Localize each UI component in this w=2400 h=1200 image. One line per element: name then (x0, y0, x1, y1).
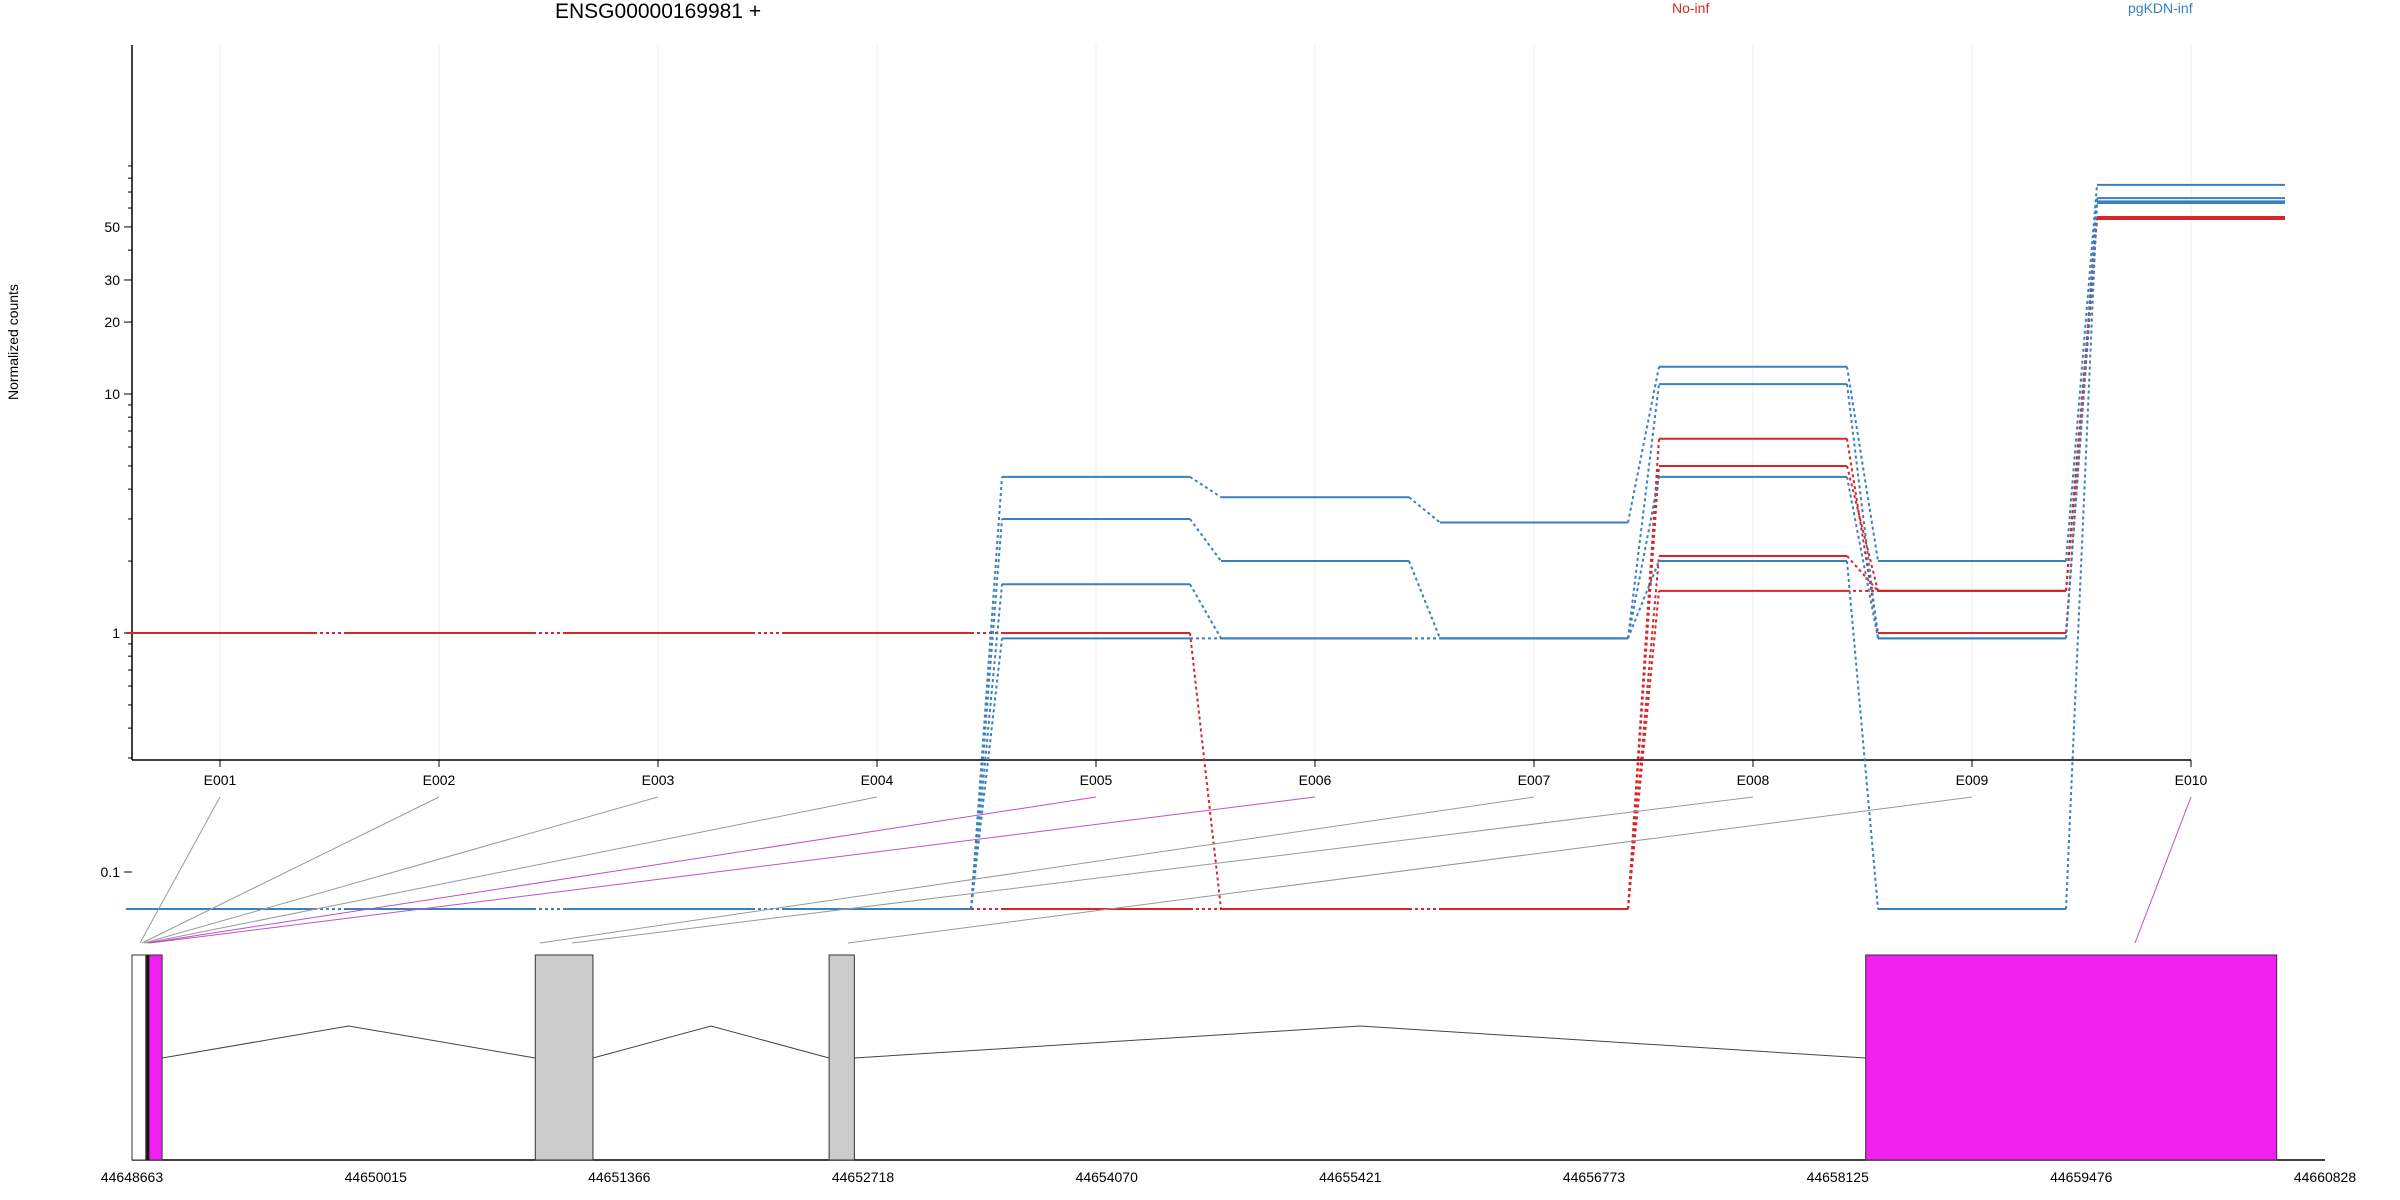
series-connector (2065, 201, 2098, 639)
axes: 0.1 1 10 20 30 50 E001 E002 E003 E004 E005 E006 E007… (101, 45, 2208, 880)
chart-title: ENSG00000169981 + (555, 0, 762, 23)
x-tick-label-e009: E009 (1956, 772, 1989, 788)
coordinate-label: 44648663 (101, 1169, 164, 1185)
x-tick-label-e006: E006 (1299, 772, 1332, 788)
series-connector (1189, 476, 1222, 499)
series-connector (1846, 560, 1879, 910)
exon-box (534, 954, 594, 1161)
link-e009 (847, 796, 1973, 944)
series-connector (1846, 476, 1879, 639)
series-connector (1627, 366, 1660, 523)
series-connector (1189, 583, 1222, 639)
link-e003 (143, 796, 659, 944)
series-connector (1627, 560, 1660, 639)
link-e005 (147, 796, 1097, 944)
series-lines (126, 183, 2285, 911)
y-tick-label: 0.1 (101, 864, 121, 880)
link-e008 (571, 796, 1754, 944)
y-tick-label: 10 (104, 386, 120, 402)
x-tick-label-e010: E010 (2175, 772, 2208, 788)
coordinate-label: 44651366 (588, 1169, 651, 1185)
series-connector (1189, 632, 1222, 910)
series-connector (1627, 555, 1660, 910)
y-tick-label: 30 (104, 272, 120, 288)
x-tick-label-e001: E001 (204, 772, 237, 788)
intron (162, 1025, 536, 1059)
y-tick-label: 50 (104, 219, 120, 235)
series-line-1 (126, 216, 2285, 911)
series-line-8 (126, 201, 2285, 911)
coordinate-label: 44660828 (2294, 1169, 2357, 1185)
link-e006 (149, 796, 1316, 944)
grid (219, 45, 2192, 760)
series-line-7 (126, 200, 2285, 911)
series-connector (1627, 465, 1660, 910)
link-e004 (145, 796, 878, 944)
link-e007 (539, 796, 1535, 944)
series-line-6 (126, 197, 2285, 911)
exon-box (1865, 954, 2278, 1161)
series-connector (1846, 555, 1879, 592)
x-tick-label-e008: E008 (1737, 772, 1770, 788)
series-connector (1627, 590, 1660, 910)
series-line-2 (126, 217, 2285, 911)
exon-box (828, 954, 855, 1161)
series-line-3 (126, 217, 2285, 911)
x-tick-label-e004: E004 (861, 772, 894, 788)
link-e010 (2134, 796, 2192, 944)
coordinate-label: 44656773 (1563, 1169, 1626, 1185)
series-connector (970, 476, 1003, 910)
series-connector (970, 518, 1003, 910)
series-connector (970, 584, 1003, 910)
series-connector (2065, 184, 2098, 562)
y-tick-label: 20 (104, 314, 120, 330)
legend-no-inf: No-inf (1672, 0, 1710, 16)
series-connector (1627, 383, 1660, 639)
x-tick-label-e003: E003 (642, 772, 675, 788)
series-connector (2065, 218, 2098, 591)
series-connector (1189, 518, 1222, 562)
exon-box (145, 954, 163, 1161)
link-e002 (141, 796, 440, 944)
coordinate-label: 44652718 (832, 1169, 895, 1185)
intron (854, 1025, 1866, 1059)
series-connector (1408, 560, 1441, 639)
coordinate-label: 44658125 (1807, 1169, 1870, 1185)
series-connector (1846, 366, 1879, 562)
x-tick-label-e005: E005 (1080, 772, 1113, 788)
series-connector (1408, 496, 1441, 524)
coordinate-label: 44655421 (1319, 1169, 1382, 1185)
coordinate-label: 44654070 (1076, 1169, 1139, 1185)
coordinate-label: 44659476 (2050, 1169, 2113, 1185)
legend-pgkdn-inf: pgKDN-inf (2128, 0, 2193, 16)
gene-model: 44648663 44650015 44651366 44652718 44654070… (101, 954, 2357, 1185)
link-e001 (139, 796, 221, 944)
exon-links (139, 796, 2192, 944)
series-connector (2065, 202, 2098, 910)
series-connector (970, 638, 1003, 910)
y-tick-label: 1 (112, 625, 120, 641)
coordinate-label: 44650015 (345, 1169, 408, 1185)
x-tick-label-e007: E007 (1518, 772, 1551, 788)
intron (592, 1025, 830, 1059)
exon-box (131, 954, 147, 1161)
series-line-4 (126, 217, 2285, 911)
series-connector (1846, 383, 1879, 639)
series-line-5 (126, 183, 2285, 911)
x-tick-label-e002: E002 (423, 772, 456, 788)
